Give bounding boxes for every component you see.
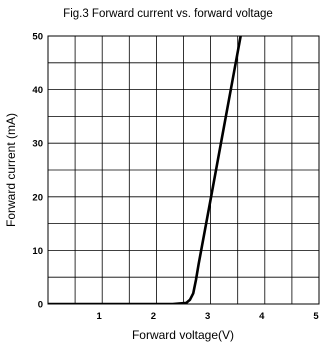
y-tick-label: 30 [32, 139, 43, 150]
y-tick-label: 0 [38, 300, 43, 311]
y-tick-labels: 0 10 20 30 40 50 [32, 32, 43, 311]
x-tick-label: 1 [97, 311, 103, 322]
x-tick-label: 3 [205, 311, 210, 322]
y-tick-label: 50 [32, 32, 43, 43]
x-tick-label: 5 [313, 311, 319, 322]
x-tick-labels: 1 2 3 4 5 [97, 311, 320, 322]
chart-title: Fig.3 Forward current vs. forward voltag… [63, 8, 273, 20]
series-line [48, 36, 242, 304]
x-tick-label: 2 [151, 311, 156, 322]
x-axis-label: Forward voltage(V) [132, 328, 234, 342]
grid [48, 36, 319, 304]
series-layer [48, 36, 242, 304]
y-tick-label: 20 [32, 192, 43, 203]
y-axis-label: Forward current (mA) [4, 113, 18, 227]
y-tick-label: 10 [32, 246, 43, 257]
y-tick-label: 40 [32, 85, 43, 96]
x-tick-label: 4 [259, 311, 265, 322]
